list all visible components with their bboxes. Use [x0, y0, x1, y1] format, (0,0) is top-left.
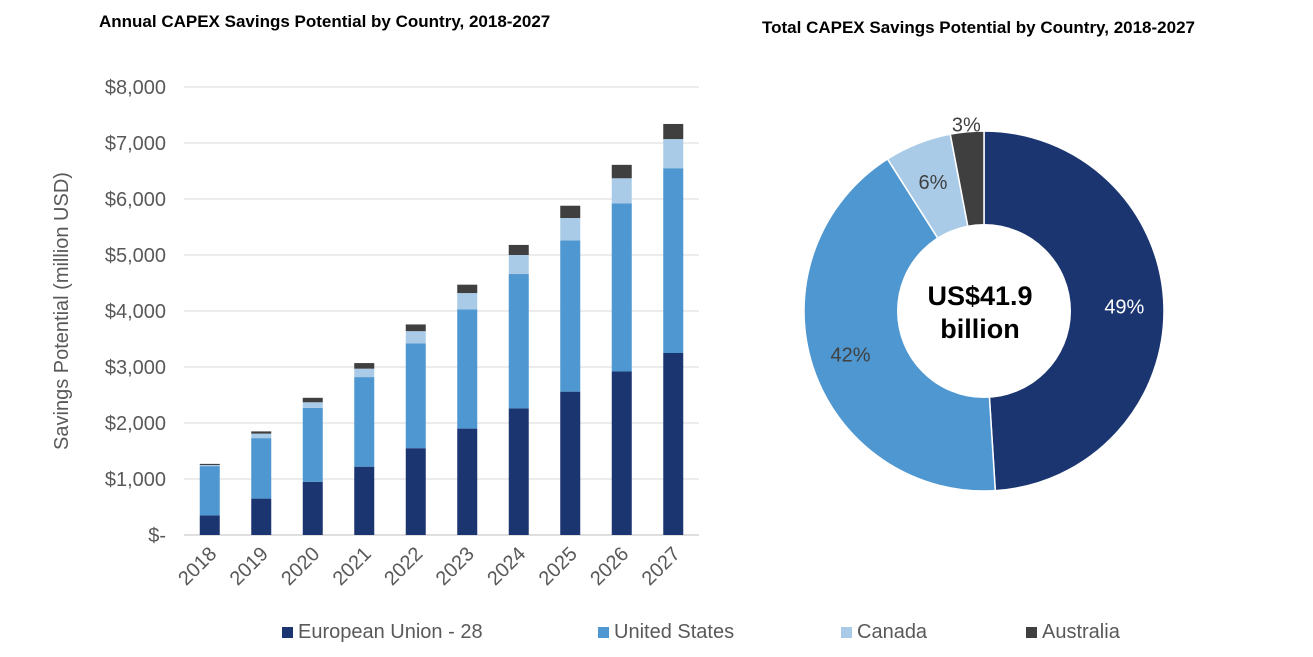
bar-segment: [560, 205, 581, 219]
bar-segment: [508, 408, 529, 535]
bar-chart: $- $1,000 $2,000 $3,000 $4,000 $5,000 $6,000 $7…: [51, 77, 699, 590]
legend-label-au: Australia: [1042, 620, 1120, 643]
legend-label-eu: European Union - 28: [298, 620, 483, 643]
y-tick-label: $7,000: [105, 133, 166, 155]
y-tick-label: $5,000: [105, 245, 166, 267]
bar-segment: [663, 139, 684, 169]
x-tick-label: 2025: [535, 543, 582, 590]
bar-segment: [302, 402, 323, 408]
bar-segment: [251, 498, 272, 535]
bar-segment: [251, 431, 272, 434]
x-tick-label: 2023: [432, 543, 479, 590]
bar-chart-title: Annual CAPEX Savings Potential by Countr…: [99, 12, 551, 31]
x-tick-label: 2022: [380, 543, 427, 590]
donut-hole: [897, 224, 1071, 398]
slice-label: 3%: [952, 115, 981, 137]
y-axis-label: Savings Potential (million USD): [51, 172, 73, 450]
bar-segment: [405, 331, 426, 344]
center-total-unit: billion: [940, 314, 1019, 344]
slice-label: 42%: [830, 344, 870, 366]
bar-segment: [560, 218, 581, 241]
bar-segment: [251, 433, 272, 439]
legend-item-ca: Canada: [841, 619, 927, 645]
bar-segment: [405, 448, 426, 535]
y-tick-label: $3,000: [105, 357, 166, 379]
y-tick-label: $8,000: [105, 77, 166, 99]
y-tick-label: $-: [148, 525, 166, 547]
center-total-value: US$41.9: [927, 281, 1032, 311]
slice-label: 49%: [1104, 297, 1144, 319]
legend-item-us: United States: [598, 619, 734, 645]
bar-segment: [457, 293, 478, 310]
bar-segment: [663, 123, 684, 140]
bar-segment: [611, 178, 632, 204]
bar-segment: [405, 324, 426, 332]
bar-segment: [508, 274, 529, 409]
x-tick-label: 2027: [638, 543, 685, 590]
bar-segment: [560, 240, 581, 392]
bar-segment: [354, 377, 375, 467]
y-tick-label: $1,000: [105, 469, 166, 491]
x-tick-label: 2020: [277, 543, 324, 590]
x-tick-label: 2018: [174, 543, 221, 590]
bar-segment: [302, 397, 323, 403]
legend-label-us: United States: [614, 620, 735, 643]
x-tick-label: 2024: [483, 543, 530, 590]
x-tick-label: 2019: [226, 543, 273, 590]
x-tick-label: 2021: [329, 543, 376, 590]
x-tick-label: 2026: [586, 543, 633, 590]
bar-segment: [611, 164, 632, 179]
bar-segment: [354, 363, 375, 369]
bar-segment: [457, 284, 478, 294]
bar-segment: [199, 465, 220, 467]
bar-segment: [508, 244, 529, 255]
bar-segment: [663, 353, 684, 535]
y-tick-label: $2,000: [105, 413, 166, 435]
bar-segment: [663, 168, 684, 353]
bar-segment: [611, 203, 632, 372]
bar-segment: [199, 466, 220, 516]
bar-segment: [354, 466, 375, 535]
bar-segment: [199, 463, 220, 465]
legend-swatch-eu: [282, 626, 293, 638]
bar-segment: [199, 515, 220, 535]
slice-label: 6%: [919, 172, 948, 194]
y-tick-label: $4,000: [105, 301, 166, 323]
bar-segment: [457, 428, 478, 535]
bar-segment: [560, 391, 581, 535]
bar-segment: [611, 371, 632, 535]
legend-swatch-us: [598, 626, 609, 638]
bar-segment: [405, 343, 426, 449]
bar-segment: [251, 438, 272, 499]
bar-segment: [457, 309, 478, 429]
legend-swatch-ca: [841, 626, 852, 638]
y-tick-label: $6,000: [105, 189, 166, 211]
legend-swatch-au: [1026, 626, 1037, 638]
legend-item-au: Australia: [1026, 619, 1120, 645]
legend-label-ca: Canada: [857, 620, 928, 643]
bar-segment: [302, 407, 323, 482]
bar-segment: [302, 481, 323, 535]
pie-chart-title: Total CAPEX Savings Potential by Country…: [762, 18, 1195, 37]
bar-segment: [508, 255, 529, 275]
donut-slice: [983, 130, 1165, 492]
bar-segment: [354, 368, 375, 378]
legend-item-eu: European Union - 28: [282, 619, 483, 645]
